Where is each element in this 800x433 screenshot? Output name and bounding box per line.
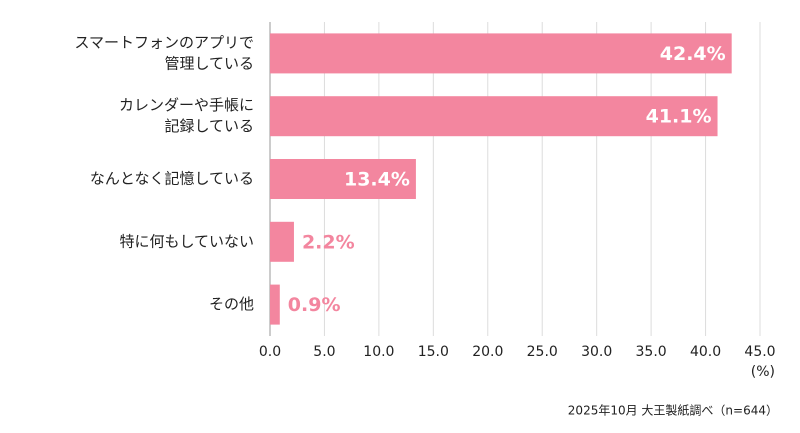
y-tick-label: 管理している — [164, 54, 254, 72]
value-label: 0.9% — [288, 294, 341, 316]
value-label: 13.4% — [344, 169, 410, 191]
x-tick-label: 30.0 — [581, 344, 612, 360]
y-tick-label: カレンダーや手帳に — [119, 96, 254, 114]
y-tick-label: スマートフォンのアプリで — [74, 33, 254, 51]
value-label: 2.2% — [302, 231, 355, 253]
bar — [270, 33, 732, 74]
x-tick-label: 0.0 — [259, 344, 281, 360]
x-tick-label: 35.0 — [636, 344, 667, 360]
x-tick-label: 40.0 — [690, 344, 721, 360]
x-tick-label: 10.0 — [363, 344, 394, 360]
bar — [270, 221, 294, 262]
bar — [270, 159, 416, 199]
source-note: 2025年10月 大王製紙調べ（n=644） — [568, 403, 778, 418]
bar — [270, 96, 718, 137]
bar — [270, 284, 280, 325]
value-label: 42.4% — [660, 43, 726, 65]
x-tick-label: 15.0 — [418, 344, 449, 360]
value-label: 41.1% — [646, 106, 712, 128]
y-tick-label: その他 — [209, 295, 254, 313]
x-tick-label: 25.0 — [527, 344, 558, 360]
x-tick-label: 20.0 — [472, 344, 503, 360]
x-tick-label: 5.0 — [313, 344, 335, 360]
x-axis-label: (%) — [751, 364, 775, 380]
y-tick-label: 記録している — [164, 117, 254, 135]
y-tick-label: 特に何もしていない — [119, 232, 254, 250]
y-tick-label: なんとなく記憶している — [90, 170, 254, 188]
x-tick-label: 45.0 — [744, 344, 775, 360]
